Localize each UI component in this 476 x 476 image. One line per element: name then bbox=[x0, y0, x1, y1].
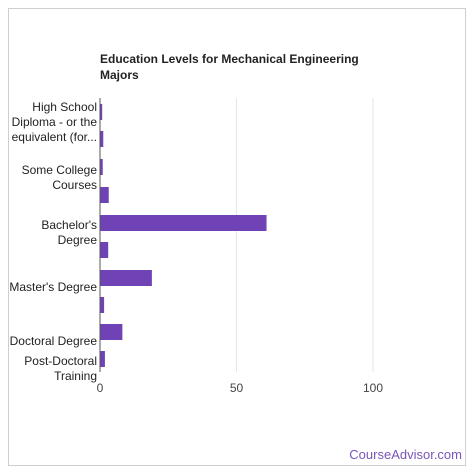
category-label: Courses bbox=[52, 178, 97, 192]
category-label: Doctoral Degree bbox=[10, 334, 98, 348]
bar-4[interactable] bbox=[100, 215, 267, 231]
x-tick-label-50: 50 bbox=[230, 381, 244, 395]
category-label: Some College bbox=[22, 163, 98, 177]
chart-title-line: Education Levels for Mechanical Engineer… bbox=[100, 52, 359, 66]
bar-6[interactable] bbox=[100, 270, 152, 286]
bar-1[interactable] bbox=[100, 131, 104, 147]
bar-8[interactable] bbox=[100, 324, 123, 340]
bar-0[interactable] bbox=[100, 104, 103, 120]
bars bbox=[100, 104, 267, 367]
bar-9[interactable] bbox=[100, 351, 105, 367]
tick-labels: 0 50 100 bbox=[97, 381, 384, 395]
category-label: High School bbox=[32, 100, 97, 114]
category-label: Training bbox=[54, 369, 97, 383]
bar-7[interactable] bbox=[100, 297, 105, 313]
category-label: Degree bbox=[58, 233, 98, 247]
x-tick-label-0: 0 bbox=[97, 381, 104, 395]
gridlines bbox=[236, 98, 374, 372]
bar-3[interactable] bbox=[100, 187, 109, 203]
category-label: equivalent (for... bbox=[12, 130, 97, 144]
category-label: Diploma - or the bbox=[12, 115, 98, 129]
bar-5[interactable] bbox=[100, 242, 109, 258]
watermark[interactable]: CourseAdvisor.com bbox=[349, 447, 462, 462]
category-label: Post-Doctoral bbox=[24, 354, 97, 368]
chart-title-line: Majors bbox=[100, 68, 139, 82]
chart-title: Education Levels for Mechanical Engineer… bbox=[100, 52, 359, 82]
bar-2[interactable] bbox=[100, 159, 103, 175]
x-tick-label-100: 100 bbox=[363, 381, 383, 395]
category-label: Master's Degree bbox=[9, 280, 97, 294]
category-label: Bachelor's bbox=[41, 218, 97, 232]
